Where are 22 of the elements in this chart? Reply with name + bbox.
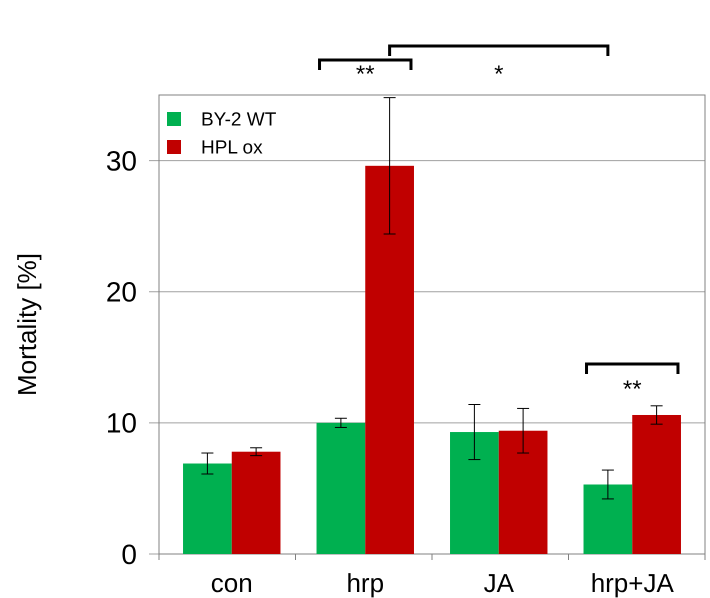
annotation: **	[622, 376, 642, 403]
y-tick-label: 0	[121, 538, 137, 570]
bar	[450, 432, 499, 554]
bar	[584, 484, 632, 554]
text: *	[494, 61, 504, 88]
bar	[632, 414, 681, 554]
text: **	[356, 61, 375, 88]
bar	[316, 422, 366, 554]
y-axis-title: Mortality [%]	[12, 252, 42, 396]
legend-label: BY-2 WT	[201, 110, 277, 131]
bar	[232, 452, 280, 554]
bar	[365, 166, 414, 554]
y-tick-label: 30	[106, 145, 137, 176]
x-tick-label: hrp+JA	[590, 568, 674, 598]
y-tick-label: 10	[106, 408, 137, 439]
y-tick-label: 20	[106, 276, 137, 308]
legend-label: HPL ox	[201, 138, 264, 159]
x-tick-label: con	[210, 568, 253, 598]
x-tick-label: hrp	[346, 568, 384, 598]
bar	[183, 464, 232, 554]
x-tick-label: JA	[484, 568, 515, 598]
bar	[498, 430, 548, 554]
